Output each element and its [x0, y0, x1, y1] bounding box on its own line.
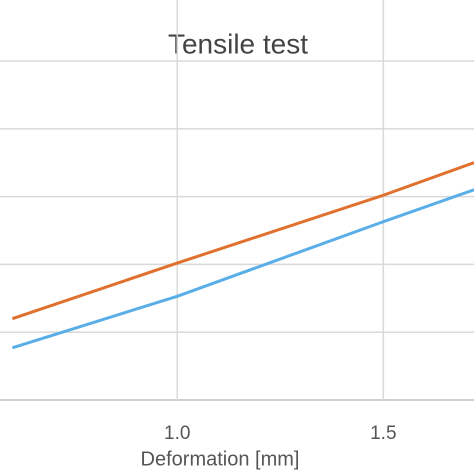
chart-title: Tensile test — [168, 28, 308, 59]
x-tick-label: 1.5 — [370, 423, 396, 444]
x-tick-label: 1.0 — [164, 423, 190, 444]
x-axis-title: Deformation [mm] — [141, 448, 300, 470]
series-line — [11, 161, 474, 321]
series-line — [11, 188, 474, 350]
